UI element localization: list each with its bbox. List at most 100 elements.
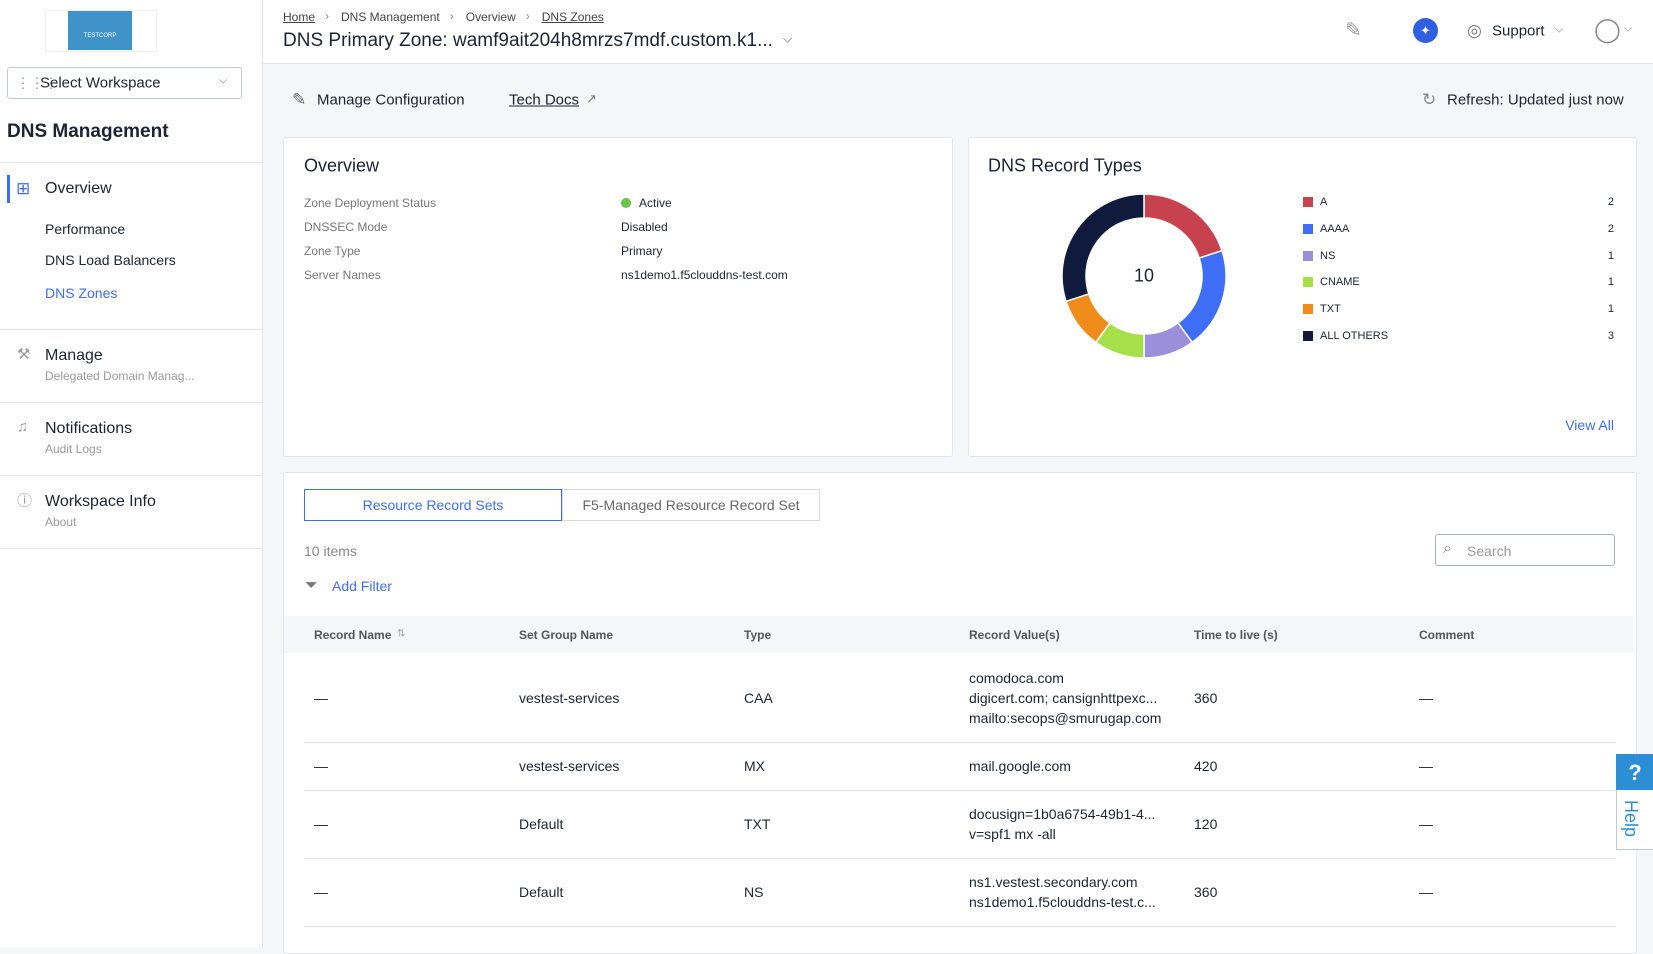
cell: TXT <box>744 816 770 832</box>
user-chevron: ⌵ <box>1624 23 1632 36</box>
nav-icon: ⚒ <box>17 345 30 363</box>
nav-item[interactable]: DNS Zones <box>45 285 117 301</box>
nav-overview[interactable]: Overview <box>45 180 112 198</box>
cell: vestest-services <box>519 758 619 774</box>
legend-swatch <box>1303 197 1313 207</box>
donut-segment <box>1178 251 1226 343</box>
workspace-label[interactable]: Select Workspace <box>40 75 161 92</box>
field-value: Primary <box>621 244 662 258</box>
nav-group[interactable]: Manage <box>45 347 103 365</box>
refresh-icon[interactable]: ↻ <box>1422 90 1436 110</box>
support[interactable]: Support <box>1492 23 1545 40</box>
help-label[interactable]: Help <box>1620 800 1641 837</box>
field-value: Active <box>639 196 672 210</box>
title-chevron[interactable]: ⌵ <box>783 32 792 47</box>
help-icon[interactable]: ? <box>1616 760 1653 786</box>
divider <box>0 162 262 163</box>
field-label: Zone Deployment Status <box>304 196 436 210</box>
cell-line: docusign=1b0a6754-49b1-4... <box>969 806 1155 822</box>
field-value: ns1demo1.f5clouddns-test.com <box>621 268 788 282</box>
legend-count: 1 <box>1608 276 1614 288</box>
status-dot <box>621 198 631 208</box>
page-title: DNS Primary Zone: wamf9ait204h8mrzs7mdf.… <box>283 30 773 52</box>
cell: 360 <box>1194 884 1217 900</box>
logo-text: TESTCORP <box>68 33 132 39</box>
legend-count: 1 <box>1608 303 1614 315</box>
nav-sub: Delegated Domain Manag... <box>45 369 194 383</box>
active-bar <box>7 175 10 203</box>
legend-name: AAAA <box>1320 223 1349 235</box>
column-header[interactable]: Record Name <box>314 628 391 642</box>
cell-line: ns1demo1.f5clouddns-test.c... <box>969 894 1156 910</box>
edit-icon[interactable]: ✎ <box>1345 18 1362 43</box>
row-divider <box>304 858 1616 859</box>
column-header: Comment <box>1419 628 1474 642</box>
cell: 120 <box>1194 816 1217 832</box>
nav-item[interactable]: DNS Load Balancers <box>45 252 176 268</box>
legend-name: A <box>1320 196 1327 208</box>
nav-group[interactable]: Notifications <box>45 420 132 438</box>
cell: — <box>314 758 328 774</box>
cell-line: ns1.vestest.secondary.com <box>969 874 1138 890</box>
breadcrumb-sep: › <box>325 9 329 23</box>
field-value: Disabled <box>621 220 668 234</box>
manage-config[interactable]: Manage Configuration <box>317 92 465 109</box>
cell: MX <box>744 758 765 774</box>
overview-card <box>283 137 953 457</box>
tech-docs[interactable]: Tech Docs <box>509 92 579 109</box>
legend-count: 1 <box>1608 250 1614 262</box>
legend-name: NS <box>1320 250 1335 262</box>
divider <box>0 548 262 549</box>
cell: — <box>1419 690 1433 706</box>
legend-swatch <box>1303 304 1313 314</box>
cell-line: digicert.com; cansignhttpexc... <box>969 690 1157 706</box>
nav-icon: ♫ <box>17 419 28 436</box>
legend-name: TXT <box>1320 303 1341 315</box>
add-filter[interactable]: Add Filter <box>332 578 392 594</box>
donut-segment <box>1144 194 1222 258</box>
tab-label[interactable]: Resource Record Sets <box>304 497 562 513</box>
legend-name: CNAME <box>1320 276 1360 288</box>
cell: — <box>1419 816 1433 832</box>
breadcrumb[interactable]: DNS Zones <box>542 10 604 24</box>
legend-name: ALL OTHERS <box>1320 330 1388 342</box>
divider <box>0 329 262 330</box>
user-icon[interactable]: ◯ <box>1594 16 1621 45</box>
tab-label[interactable]: F5-Managed Resource Record Set <box>562 497 820 513</box>
search-box[interactable] <box>1435 534 1615 566</box>
column-header: Time to live (s) <box>1194 628 1278 642</box>
search-placeholder: Search <box>1467 543 1511 559</box>
legend-count: 2 <box>1608 223 1614 235</box>
external-icon: ↗ <box>586 91 597 107</box>
donut-total: 10 <box>1114 266 1174 287</box>
view-all[interactable]: View All <box>1565 417 1614 433</box>
row-divider <box>304 790 1616 791</box>
field-label: Server Names <box>304 268 381 282</box>
refresh: Refresh: Updated just now <box>1447 92 1624 109</box>
cell: vestest-services <box>519 690 619 706</box>
field-label: Zone Type <box>304 244 360 258</box>
cell: — <box>1419 884 1433 900</box>
cell: Default <box>519 884 563 900</box>
divider <box>0 402 262 403</box>
ai-icon[interactable]: ✦ <box>1413 18 1438 43</box>
record-types-title: DNS Record Types <box>988 156 1142 177</box>
nav-sub: Audit Logs <box>45 442 102 456</box>
cell-line: v=spf1 mx -all <box>969 826 1056 842</box>
column-header: Set Group Name <box>519 628 613 642</box>
logo-mark <box>68 11 132 50</box>
cell: Default <box>519 816 563 832</box>
breadcrumb[interactable]: Home <box>283 10 315 24</box>
cell-line: mail.google.com <box>969 758 1071 774</box>
support-icon: ◎ <box>1467 21 1482 41</box>
cell: CAA <box>744 690 773 706</box>
field-label: DNSSEC Mode <box>304 220 387 234</box>
breadcrumb[interactable]: Overview <box>466 10 516 24</box>
breadcrumb[interactable]: DNS Management <box>341 10 440 24</box>
nav-group[interactable]: Workspace Info <box>45 493 156 511</box>
row-divider <box>304 926 1616 927</box>
nav-item[interactable]: Performance <box>45 221 125 237</box>
table-card <box>283 472 1637 954</box>
cell: — <box>1419 758 1433 774</box>
